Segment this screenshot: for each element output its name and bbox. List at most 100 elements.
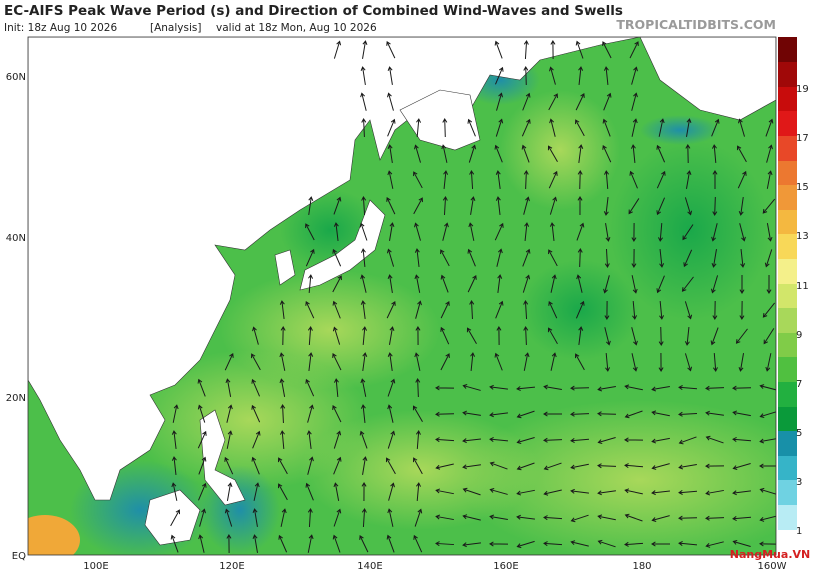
colorbar-label: 17 [796, 133, 809, 144]
lon-labels: 100E 120E 140E 160E 180 160W [83, 561, 786, 572]
arrow [467, 118, 476, 137]
arrow [522, 248, 531, 267]
arrow [543, 462, 562, 471]
arrow [387, 118, 396, 137]
arrow [762, 198, 776, 214]
arrow [629, 170, 638, 189]
arrow [386, 534, 395, 553]
arrow [604, 300, 610, 320]
arrow [414, 274, 421, 293]
arrow [462, 438, 482, 444]
init: Init: 18z Aug 10 2026 [4, 22, 117, 34]
arrow [467, 274, 477, 293]
arrow [252, 534, 258, 553]
arrow [597, 463, 617, 469]
arrow [415, 378, 421, 398]
arrow [171, 482, 178, 501]
arrow [705, 489, 724, 496]
arrow [659, 248, 665, 268]
arrow [197, 404, 206, 423]
arrow [435, 385, 455, 391]
arrow [624, 513, 643, 522]
arrow [435, 488, 454, 495]
arrow [631, 92, 638, 111]
arrow [494, 144, 503, 163]
arrow [577, 170, 583, 190]
arrow [576, 222, 585, 241]
arrow [651, 541, 671, 547]
arrow [440, 300, 450, 319]
arrow [495, 300, 504, 319]
arrow [602, 118, 611, 137]
arrow [224, 456, 234, 475]
arrow [333, 378, 339, 398]
map-area [28, 37, 776, 555]
arrow [413, 534, 423, 553]
arrow [307, 508, 313, 528]
arrow [548, 93, 558, 111]
arrow [468, 144, 477, 163]
arrow [712, 170, 718, 190]
arrow [523, 170, 529, 190]
arrow [414, 352, 421, 371]
arrow [277, 457, 288, 475]
arrow [732, 462, 751, 471]
arrow [656, 275, 665, 294]
arrow [489, 461, 508, 470]
arrow [523, 326, 529, 346]
arrow [628, 198, 640, 215]
arrow [575, 300, 585, 319]
arrow [280, 326, 286, 346]
arrow [171, 430, 177, 449]
arrow [414, 248, 420, 267]
arrow [387, 144, 393, 163]
arrow [462, 542, 481, 548]
arrow [359, 535, 369, 553]
arrow [686, 118, 692, 137]
arrow [516, 540, 535, 549]
arrow [171, 456, 177, 476]
arrow [678, 436, 697, 445]
arrow [651, 490, 671, 496]
arrow [435, 437, 455, 443]
arrow [736, 145, 747, 163]
arrow [762, 302, 776, 318]
arrow [413, 144, 421, 163]
arrow [308, 274, 314, 294]
arrow [307, 326, 313, 346]
arrow [440, 353, 450, 371]
arrow [277, 483, 288, 501]
arrow [333, 482, 340, 501]
arrow [766, 170, 773, 189]
arrow [547, 145, 558, 163]
arrow [602, 41, 612, 59]
lon-label: 140E [357, 561, 382, 572]
arrow [684, 353, 693, 372]
arrow [467, 248, 476, 267]
arrow [656, 197, 666, 216]
arrow [678, 463, 697, 470]
colorbar-label: 7 [796, 379, 802, 390]
arrow [387, 92, 394, 111]
arrow [516, 489, 535, 496]
arrow [516, 514, 535, 520]
arrow [416, 118, 422, 138]
arrow [575, 40, 584, 59]
arrow [387, 170, 394, 189]
arrow [516, 410, 535, 419]
arrow [413, 197, 423, 215]
arrow [543, 515, 563, 521]
arrow [307, 456, 314, 475]
arrow [305, 300, 315, 319]
arrow [631, 353, 638, 372]
arrow [199, 508, 206, 527]
arrow [386, 248, 395, 267]
site: TROPICALTIDBITS.COM [616, 17, 776, 32]
arrow [603, 92, 612, 111]
arrow [361, 196, 367, 216]
arrow [468, 222, 475, 241]
arrow [360, 66, 366, 85]
arrow [604, 327, 611, 346]
arrow [521, 118, 531, 137]
arrow [307, 534, 314, 553]
